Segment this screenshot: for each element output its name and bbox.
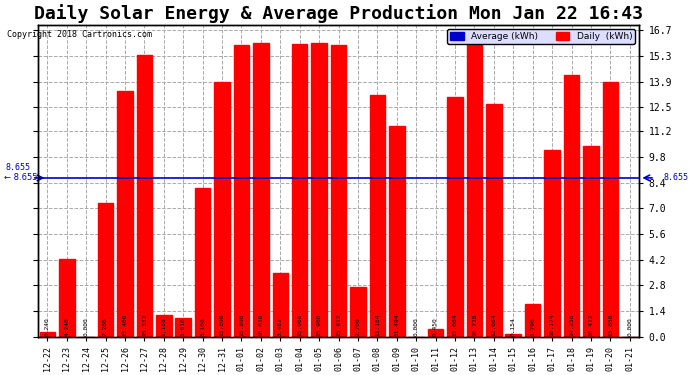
Bar (117, 91, 132, 337)
Text: 15.980: 15.980 (317, 314, 322, 336)
Text: 0.000: 0.000 (414, 317, 419, 336)
Text: 0.154: 0.154 (511, 317, 515, 336)
Text: 15.898: 15.898 (239, 314, 244, 336)
Text: 1.016: 1.016 (181, 317, 186, 336)
Text: 1.796: 1.796 (530, 317, 535, 336)
Text: 15.332: 15.332 (142, 314, 147, 336)
Bar (39, 332, 55, 337)
Bar (331, 45, 346, 337)
Text: 10.174: 10.174 (550, 314, 555, 336)
Bar (215, 82, 230, 337)
Text: 13.858: 13.858 (608, 314, 613, 336)
Bar (351, 287, 366, 337)
Text: 0.000: 0.000 (627, 317, 632, 336)
Bar (583, 146, 599, 337)
Bar (602, 82, 618, 337)
Bar (137, 56, 152, 337)
Text: 16.016: 16.016 (259, 314, 264, 336)
Bar (447, 97, 463, 337)
Bar (59, 259, 75, 337)
Text: 12.664: 12.664 (491, 314, 496, 336)
Bar (156, 315, 172, 337)
Bar (525, 304, 540, 337)
Bar (253, 43, 268, 337)
Text: 3.482: 3.482 (278, 317, 283, 336)
Text: 8.655: 8.655 (664, 173, 689, 182)
Bar (292, 44, 308, 337)
Bar (389, 126, 404, 337)
Bar (486, 104, 502, 337)
Text: 13.890: 13.890 (219, 314, 224, 336)
Text: 7.288: 7.288 (103, 317, 108, 336)
Bar (98, 203, 113, 337)
Bar (564, 75, 580, 337)
Text: 8.106: 8.106 (200, 317, 205, 336)
Text: 1.188: 1.188 (161, 317, 166, 336)
Bar (370, 95, 385, 337)
Bar (466, 30, 482, 337)
Text: 13.084: 13.084 (453, 314, 457, 336)
Text: 15.960: 15.960 (297, 314, 302, 336)
Bar (506, 334, 521, 337)
Bar (175, 318, 191, 337)
Text: 4.248: 4.248 (64, 317, 69, 336)
Bar (195, 188, 210, 337)
Legend: Average (kWh), Daily  (kWh): Average (kWh), Daily (kWh) (447, 29, 635, 44)
Text: 0.450: 0.450 (433, 317, 438, 336)
Text: 15.912: 15.912 (336, 314, 341, 336)
Text: Copyright 2018 Cartronics.com: Copyright 2018 Cartronics.com (7, 30, 152, 39)
Bar (544, 150, 560, 337)
Title: Daily Solar Energy & Average Production Mon Jan 22 16:43: Daily Solar Energy & Average Production … (34, 4, 643, 23)
Text: 0.000: 0.000 (83, 317, 89, 336)
Bar (428, 328, 444, 337)
Text: 8.655: 8.655 (6, 164, 31, 172)
Text: 10.412: 10.412 (589, 314, 593, 336)
Bar (273, 273, 288, 337)
Text: 0.240: 0.240 (45, 317, 50, 336)
Text: 13.400: 13.400 (123, 314, 128, 336)
Text: 14.238: 14.238 (569, 314, 574, 336)
Text: 16.728: 16.728 (472, 314, 477, 336)
Text: ← 8.655: ← 8.655 (4, 173, 38, 182)
Text: 13.184: 13.184 (375, 314, 380, 336)
Text: 11.494: 11.494 (394, 314, 400, 336)
Text: 2.700: 2.700 (355, 317, 360, 336)
Bar (234, 45, 249, 337)
Bar (311, 44, 327, 337)
